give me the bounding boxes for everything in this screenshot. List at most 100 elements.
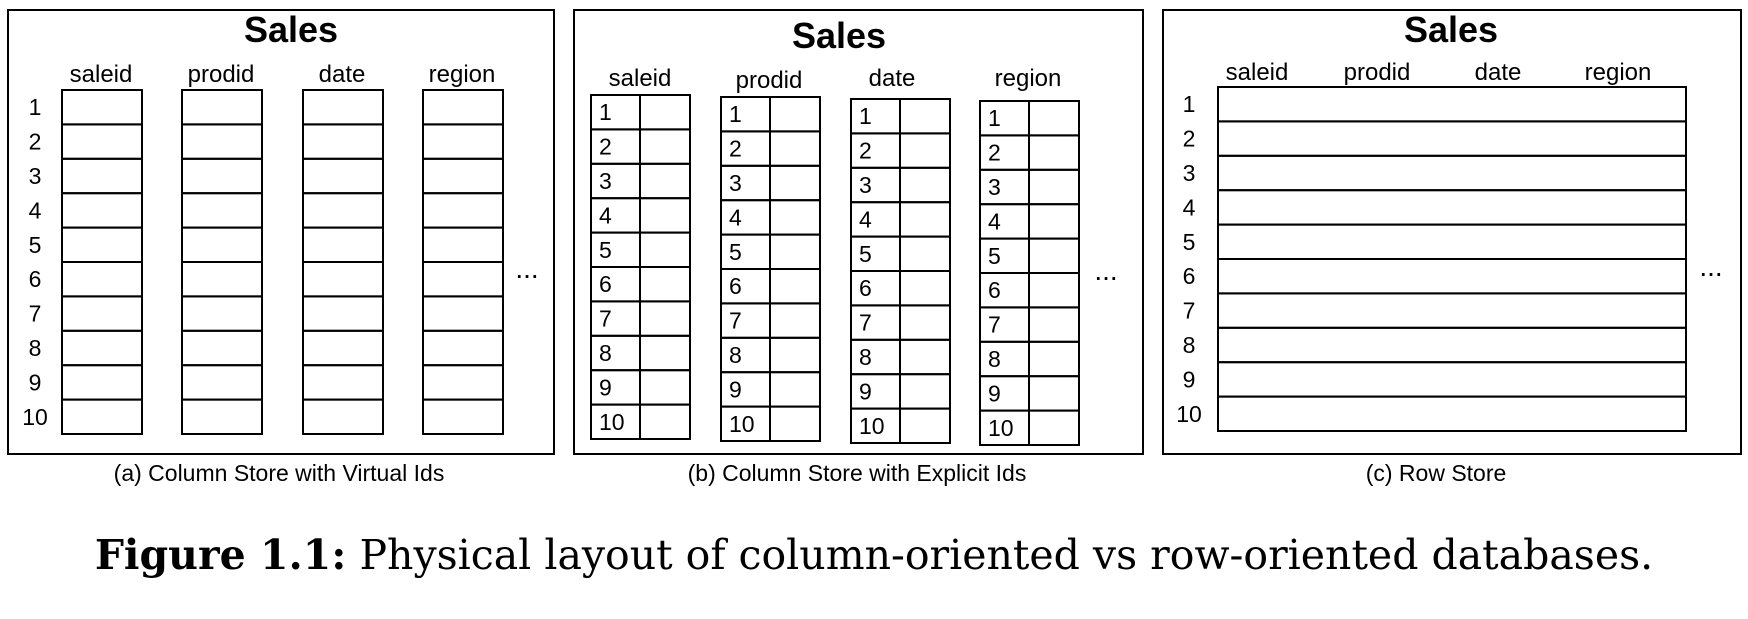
- panel-b-value-cell: [769, 371, 821, 408]
- panel-c-row: [1217, 120, 1687, 157]
- panel-a-cell: [181, 89, 263, 126]
- panel-b-row-id: 7: [988, 312, 1001, 338]
- panel-b-value-cell: [1028, 237, 1080, 275]
- panel-b-caption: (b) Column Store with Explicit Ids: [688, 460, 1027, 486]
- panel-a-row-id: 5: [29, 232, 42, 258]
- panel-a-caption: (a) Column Store with Virtual Ids: [114, 460, 445, 486]
- panel-c-ellipsis: ...: [1699, 251, 1722, 282]
- figure-caption: Figure 1.1: Physical layout of column-or…: [0, 530, 1748, 580]
- panel-b-row-id: 5: [988, 243, 1001, 269]
- panel-b-row-id: 10: [988, 415, 1014, 441]
- panel-a-cell: [181, 329, 263, 367]
- panel-b-row-id: 6: [599, 271, 612, 297]
- panel-b-row-id: 2: [859, 138, 872, 164]
- panel-b-value-cell: [1028, 375, 1080, 412]
- panel-a-row-id: 9: [29, 369, 42, 395]
- panel-b-row-id: 2: [729, 136, 742, 162]
- panel-b-row-id: 6: [859, 275, 872, 301]
- panel-a-column-prodid: [181, 89, 263, 436]
- panel-b-value-cell: [639, 369, 691, 406]
- panel-a-column-date: [302, 89, 384, 436]
- panel-c-row: [1217, 154, 1687, 192]
- panel-c-col-header-saleid: saleid: [1226, 59, 1289, 86]
- panel-a-cell: [61, 226, 143, 264]
- panel-c-row-id: 1: [1183, 91, 1196, 117]
- panel-a-frame: [7, 9, 555, 455]
- panel-b-value-cell: [639, 300, 691, 337]
- panel-b-column-region: 1 2 3 4 5 6 7 8 9 10: [979, 100, 1080, 447]
- panel-b-row-id: 8: [599, 340, 612, 366]
- panel-a-columns: [61, 89, 504, 436]
- panel-a-row-id: 3: [29, 163, 42, 189]
- panel-a-col-header-saleid: saleid: [70, 61, 133, 88]
- panel-b-value-cell: [639, 266, 691, 303]
- panel-b-row-id: 7: [859, 310, 872, 336]
- panel-c-row-id: 3: [1183, 160, 1196, 186]
- panel-b-value-cell: [639, 94, 691, 131]
- panel-b-value-cell: [639, 128, 691, 165]
- panel-a-cell: [302, 295, 384, 332]
- panel-a-row-id: 4: [29, 197, 42, 223]
- panel-a-cell: [61, 89, 143, 126]
- panel-a-cell: [181, 157, 263, 195]
- panel-c-row: [1217, 326, 1687, 364]
- panel-a-row-id: 7: [29, 301, 42, 327]
- panel-b-row-id: 1: [729, 101, 742, 127]
- panel-c-row: [1217, 189, 1687, 226]
- panel-a-col-header-date: date: [319, 61, 366, 88]
- panel-a-cell: [422, 329, 504, 367]
- panel-a-cell: [302, 329, 384, 367]
- panel-c-row: [1217, 223, 1687, 261]
- panel-c-row-id: 4: [1183, 194, 1196, 220]
- panel-a-row-id: 10: [22, 404, 48, 430]
- panel-a-cell: [61, 261, 143, 298]
- panel-b-row-id: 5: [599, 237, 612, 263]
- panel-b-row-id: 3: [599, 168, 612, 194]
- panel-c-row-id: 7: [1183, 298, 1196, 324]
- panel-a-cell: [302, 123, 384, 160]
- panel-b-row-id: 2: [988, 140, 1001, 166]
- panel-a-cell: [181, 295, 263, 332]
- panel-b-row-id: 8: [988, 346, 1001, 372]
- panel-a-cell: [61, 398, 143, 436]
- panel-b-row-id: 9: [988, 380, 1001, 406]
- panel-b-value-cell: [899, 201, 951, 238]
- panel-c-row-id: 9: [1183, 366, 1196, 392]
- panel-a-row-ids: 1 2 3 4 5 6 7 8 9 10: [22, 94, 48, 430]
- panel-c-row-id: 5: [1183, 229, 1196, 255]
- panel-a-ellipsis: ...: [515, 253, 538, 284]
- panel-a: Sales saleid prodid date region 1 2 3 4 5 6 7 8…: [7, 9, 555, 486]
- panel-b-columns: 1 2 3 4 5 6 7 8 9 10 1 2 3 4 5 6 7 8 9 10 1 2 3 4 5 6 7 8 9 10 1 2 3 4 5 6 7…: [590, 94, 1080, 447]
- panel-b-row-id: 2: [599, 134, 612, 160]
- panel-a-col-header-region: region: [429, 61, 496, 88]
- panel-b-value-cell: [899, 373, 951, 410]
- panel-a-cell: [422, 89, 504, 126]
- panel-c-row: [1217, 258, 1687, 295]
- panel-a-column-region: [422, 89, 504, 436]
- panel-b-value-cell: [899, 132, 951, 169]
- panel-b-row-id: 9: [729, 376, 742, 402]
- panel-b-row-id: 3: [988, 174, 1001, 200]
- panel-a-title: Sales: [244, 9, 338, 50]
- panel-b-value-cell: [769, 336, 821, 374]
- panel-a-cell: [61, 123, 143, 160]
- panel-b-row-id: 6: [729, 273, 742, 299]
- panel-c-row: [1217, 86, 1687, 123]
- panel-b-row-id: 3: [729, 170, 742, 196]
- panel-c-col-header-region: region: [1585, 59, 1652, 86]
- panel-b-row-id: 4: [729, 204, 742, 230]
- panel-b-row-id: 10: [859, 413, 885, 439]
- panel-b-value-cell: [899, 338, 951, 376]
- panel-b-row-id: 1: [599, 99, 612, 125]
- panel-b-ellipsis: ...: [1094, 255, 1117, 286]
- panel-b-title: Sales: [792, 15, 886, 56]
- panel-a-cell: [302, 364, 384, 401]
- panel-c-col-header-prodid: prodid: [1344, 59, 1411, 86]
- panel-a-cell: [61, 364, 143, 401]
- panel-c-row-id: 10: [1176, 401, 1202, 427]
- panel-b-value-cell: [769, 130, 821, 167]
- panel-b-row-id: 8: [729, 342, 742, 368]
- figure-caption-text: Physical layout of column-oriented vs ro…: [359, 531, 1654, 579]
- panel-c-row-id: 2: [1183, 126, 1196, 152]
- panel-b-row-id: 10: [729, 411, 755, 437]
